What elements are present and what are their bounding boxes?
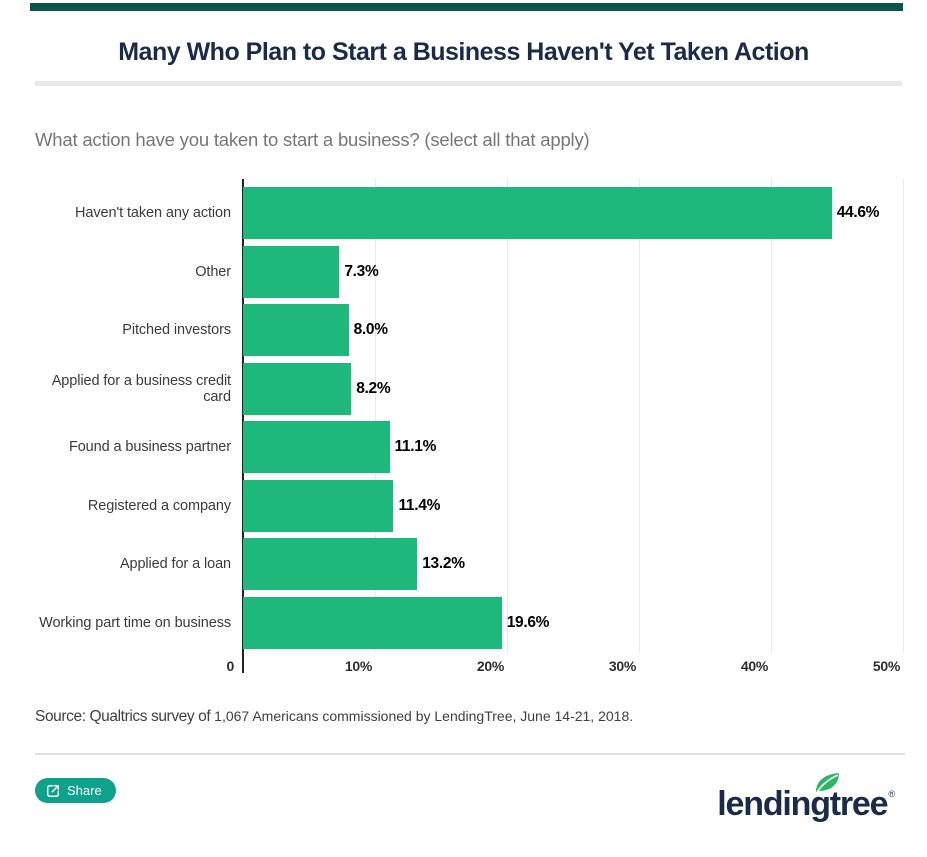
bar [243,187,832,240]
category-label: Working part time on business [39,614,231,631]
page-title: Many Who Plan to Start a Business Haven'… [118,38,809,66]
x-axis-tick: 50% [872,658,900,674]
x-axis-tick: 40% [740,658,768,674]
logo-registered-mark: ® [888,789,895,799]
logo-text: lendingtree [717,785,888,823]
bar-track: 8.2% [243,362,903,415]
chart-row: Applied for a business credit card 8.2% [35,360,903,419]
bar [243,245,340,298]
bar [243,596,502,649]
bar-chart: Haven't taken any action 44.6% Other 7.3% Pi… [35,179,904,678]
chart-plot-area: Haven't taken any action 44.6% Other 7.3% Pi… [35,179,904,673]
x-axis-ticks: 0 10% 20% 30% 40% 50% [227,652,903,678]
survey-question: What action have you taken to start a bu… [35,129,590,150]
footer: Share lendingtree® [35,773,905,823]
footer-divider [35,753,905,755]
category-label: Pitched investors [122,322,231,339]
source-note: Source: Qualtrics survey of 1,067 Americ… [35,708,892,726]
share-button-label: Share [67,783,102,798]
x-axis-tick: 20% [476,658,504,674]
leaf-icon [813,771,843,800]
bar-track: 11.1% [243,421,903,474]
category-label: Applied for a loan [119,556,231,573]
value-label: 19.6% [506,613,550,631]
chart-row: Haven't taken any action 44.6% [35,184,903,243]
category-label: Haven't taken any action [75,205,231,222]
value-label: 44.6% [836,204,880,222]
bar-track: 8.0% [243,304,903,357]
chart-row: Pitched investors 8.0% [35,301,903,360]
chart-row: Registered a company 11.4% [35,477,903,536]
chart-row: Working part time on business 19.6% [35,594,903,653]
x-axis-tick: 10% [344,658,372,674]
chart-row: Found a business partner 11.1% [35,418,903,477]
top-accent-bar [30,3,903,11]
category-label: Other [195,263,231,280]
gridline [903,179,904,652]
bar [243,421,390,474]
value-label: 11.1% [394,438,437,456]
share-button[interactable]: Share [35,778,116,803]
value-label: 11.4% [398,496,441,514]
bar-track: 13.2% [243,538,903,591]
source-detail: 1,067 Americans commissioned by LendingT… [210,708,634,724]
bar-track: 11.4% [243,479,903,532]
value-label: 8.2% [356,379,391,397]
value-label: 8.0% [353,321,388,339]
category-label: Applied for a business credit card [51,372,231,405]
bar-track: 44.6% [243,187,903,240]
title-divider [35,81,902,86]
value-label: 7.3% [344,262,379,280]
chart-row: Applied for a loan 13.2% [35,535,903,594]
bar [243,479,394,532]
x-axis-tick: 30% [608,658,636,674]
bar-track: 7.3% [243,245,903,298]
bar [243,362,352,415]
bar [243,304,349,357]
chart-rows: Haven't taken any action 44.6% Other 7.3% Pi… [35,184,903,652]
chart-row: Other 7.3% [35,243,903,302]
value-label: 13.2% [422,555,465,573]
lendingtree-logo: lendingtree® [717,773,895,823]
x-axis-tick: 0 [226,658,235,674]
share-export-icon [46,784,60,798]
source-prefix: Source: Qualtrics survey of [35,708,211,725]
category-label: Found a business partner [68,439,231,456]
bar-track: 19.6% [243,596,903,649]
bar [243,538,418,591]
category-label: Registered a company [87,497,231,514]
